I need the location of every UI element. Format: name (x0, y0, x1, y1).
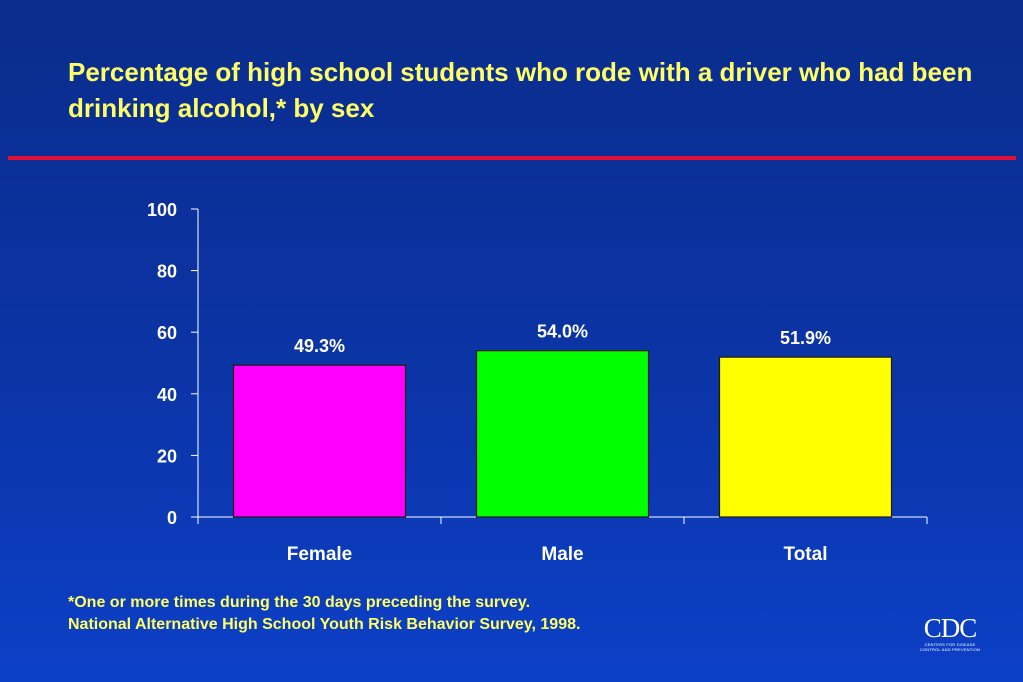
y-tick-label: 20 (157, 446, 177, 466)
y-tick-label: 60 (157, 323, 177, 343)
y-tick-label: 40 (157, 385, 177, 405)
footnote-source: National Alternative High School Youth R… (68, 616, 581, 633)
bar-total (718, 356, 893, 518)
bar-male (475, 350, 650, 518)
y-tick-label: 0 (167, 508, 177, 528)
logo-mark: CDC (923, 613, 978, 643)
x-category-label: Male (541, 544, 583, 565)
data-label: 49.3% (294, 336, 345, 356)
footnotes: *One or more times during the 30 days pr… (68, 592, 580, 636)
chart-title: Percentage of high school students who r… (68, 57, 973, 123)
footnote-definition: *One or more times during the 30 days pr… (68, 594, 531, 611)
y-tick-label: 100 (147, 200, 177, 220)
data-label: 51.9% (780, 328, 831, 348)
cdc-logo: CDC CENTERS FOR DISEASE CONTROL AND PREV… (918, 614, 982, 652)
title-divider (8, 156, 1016, 160)
bar-female (232, 364, 407, 518)
data-label: 54.0% (537, 322, 588, 342)
x-category-label: Female (287, 544, 352, 565)
x-category-label: Total (784, 544, 828, 565)
logo-subtitle: CENTERS FOR DISEASE CONTROL AND PREVENTI… (919, 642, 981, 652)
y-tick-label: 80 (157, 262, 177, 282)
